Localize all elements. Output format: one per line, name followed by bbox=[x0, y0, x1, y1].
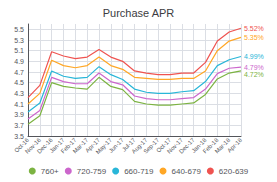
svg-text:Oct-16: Oct-16 bbox=[13, 136, 31, 154]
svg-text:Jun-17: Jun-17 bbox=[107, 136, 125, 155]
svg-text:4.9: 4.9 bbox=[14, 58, 24, 65]
svg-text:Nov-16: Nov-16 bbox=[24, 136, 42, 155]
svg-text:4.5: 4.5 bbox=[14, 79, 24, 86]
svg-text:Sep-17: Sep-17 bbox=[142, 136, 161, 155]
svg-text:4.72%: 4.72% bbox=[244, 71, 264, 78]
svg-text:3.9: 3.9 bbox=[14, 111, 24, 118]
svg-text:Jul-17: Jul-17 bbox=[120, 136, 137, 153]
svg-text:Oct-17: Oct-17 bbox=[155, 136, 173, 154]
svg-text:Aug-17: Aug-17 bbox=[130, 136, 149, 155]
svg-text:Jan-18: Jan-18 bbox=[190, 136, 208, 155]
svg-text:Dec-16: Dec-16 bbox=[35, 136, 54, 155]
svg-text:4.1: 4.1 bbox=[14, 101, 24, 108]
svg-text:Nov-17: Nov-17 bbox=[166, 136, 184, 155]
svg-text:Dec-17: Dec-17 bbox=[177, 136, 196, 155]
svg-text:660-719: 660-719 bbox=[124, 167, 154, 176]
svg-text:Jan-17: Jan-17 bbox=[48, 136, 66, 155]
svg-text:5.52%: 5.52% bbox=[244, 25, 264, 32]
svg-text:760+: 760+ bbox=[41, 167, 59, 176]
svg-text:Apr-18: Apr-18 bbox=[226, 136, 243, 153]
svg-text:4.7: 4.7 bbox=[14, 69, 24, 76]
svg-text:5.5: 5.5 bbox=[14, 26, 24, 33]
svg-text:5.35%: 5.35% bbox=[244, 34, 264, 41]
svg-text:5.3: 5.3 bbox=[14, 37, 24, 44]
svg-text:3.5: 3.5 bbox=[14, 133, 24, 140]
svg-text:3.7: 3.7 bbox=[14, 122, 24, 129]
svg-text:4.99%: 4.99% bbox=[244, 53, 264, 60]
svg-text:Mar-17: Mar-17 bbox=[71, 136, 90, 155]
svg-text:620-639: 620-639 bbox=[219, 167, 249, 176]
svg-text:May-17: May-17 bbox=[94, 136, 113, 156]
svg-text:Purchase APR: Purchase APR bbox=[103, 7, 175, 19]
svg-text:Feb-18: Feb-18 bbox=[201, 136, 220, 155]
svg-text:Mar-18: Mar-18 bbox=[213, 136, 232, 155]
svg-text:640-679: 640-679 bbox=[172, 167, 202, 176]
svg-text:4.79%: 4.79% bbox=[244, 64, 264, 71]
svg-text:5.1: 5.1 bbox=[14, 47, 24, 54]
svg-text:Apr-17: Apr-17 bbox=[84, 136, 102, 154]
svg-text:Feb-17: Feb-17 bbox=[59, 136, 78, 155]
svg-text:4.3: 4.3 bbox=[14, 90, 24, 97]
svg-text:720-759: 720-759 bbox=[77, 167, 107, 176]
